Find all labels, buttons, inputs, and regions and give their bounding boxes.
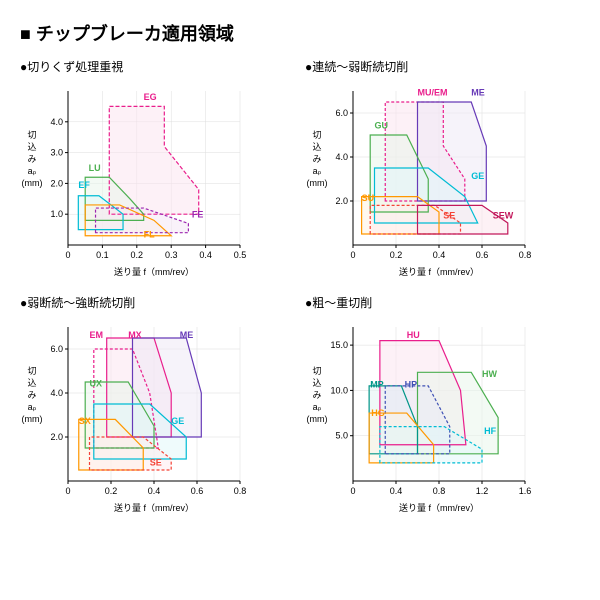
xtick-label: 0: [65, 486, 70, 496]
charts-grid: ●切りくず処理重視 EG LU EF FL FE 0 0.1 0.2 0.3 0.4 0.5 1.0 2.…: [20, 58, 580, 520]
ylabel-line: 切: [312, 130, 321, 140]
xtick-label: 0: [350, 486, 355, 496]
xtick-label: 0.6: [476, 250, 489, 260]
xtick-label: 0.4: [390, 486, 403, 496]
ytick-label: 2.0: [50, 432, 63, 442]
region-label-FE: FE: [192, 209, 204, 219]
xtick-label: 0.3: [165, 250, 178, 260]
region-label-EF: EF: [78, 180, 90, 190]
xtick-label: 0.4: [148, 486, 161, 496]
ytick-label: 4.0: [50, 117, 63, 127]
ylabel-line: み: [27, 154, 36, 164]
ylabel-line: aₚ: [28, 166, 37, 176]
region-label-HF: HF: [484, 426, 496, 436]
region-label-FL: FL: [144, 229, 155, 239]
ytick-label: 4.0: [335, 152, 348, 162]
ytick-label: 2.0: [50, 178, 63, 188]
region-label-SE: SE: [443, 211, 455, 221]
region-label-SU: SU: [362, 193, 375, 203]
xtick-label: 0.8: [433, 486, 446, 496]
region-label-SEW: SEW: [493, 211, 514, 221]
xtick-label: 0.1: [96, 250, 109, 260]
chart-1: ●連続～弱断続切削 MU/EM ME GU GE SU SE SEW 0 0.2 0.4 0.6 0.8…: [305, 58, 580, 284]
region-label-MU/EM: MU/EM: [418, 87, 448, 97]
region-label-GE: GE: [171, 416, 184, 426]
region-label-ME: ME: [180, 330, 194, 340]
region-label-HW: HW: [482, 369, 497, 379]
xtick-label: 0.2: [131, 250, 144, 260]
ytick-label: 10.0: [330, 385, 348, 395]
ylabel-line: 込: [27, 378, 36, 388]
region-label-EM: EM: [90, 330, 104, 340]
xtick-label: 0.2: [105, 486, 118, 496]
region-label-MP: MP: [370, 380, 384, 390]
ylabel-line: み: [312, 154, 321, 164]
xtick-label: 0.4: [433, 250, 446, 260]
chart-title: ●弱断続～強断続切削: [20, 294, 295, 311]
ytick-label: 1.0: [50, 209, 63, 219]
ylabel-line: aₚ: [313, 402, 322, 412]
ylabel-line: 切: [312, 366, 321, 376]
ylabel-line: (mm): [22, 178, 43, 188]
chart-svg: MU/EM ME GU GE SU SE SEW 0 0.2 0.4 0.6 0.8 2.0 4.0 6.0…: [305, 79, 535, 279]
region-label-EG: EG: [144, 92, 157, 102]
xtick-label: 0.8: [519, 250, 532, 260]
ylabel-line: aₚ: [313, 166, 322, 176]
xlabel: 送り量 f（mm/rev）: [399, 502, 479, 513]
region-label-ME: ME: [471, 87, 485, 97]
xtick-label: 1.6: [519, 486, 532, 496]
region-label-LU: LU: [89, 163, 101, 173]
region-label-HU: HU: [407, 330, 420, 340]
region-label-SE: SE: [150, 458, 162, 468]
chart-title: ●切りくず処理重視: [20, 58, 295, 75]
region-label-GU: GU: [375, 120, 389, 130]
ylabel-line: 切: [27, 366, 36, 376]
xtick-label: 0.6: [191, 486, 204, 496]
chart-svg: EM MX ME UX GE SX SE 0 0.2 0.4 0.6 0.8 2.0 4.0 6.0 送り量 …: [20, 315, 250, 515]
xlabel: 送り量 f（mm/rev）: [114, 266, 194, 277]
chart-title: ●連続～弱断続切削: [305, 58, 580, 75]
ylabel-line: 込: [27, 142, 36, 152]
ylabel-line: み: [27, 390, 36, 400]
xtick-label: 0: [65, 250, 70, 260]
xlabel: 送り量 f（mm/rev）: [114, 502, 194, 513]
ylabel-line: (mm): [307, 414, 328, 424]
chart-svg: HU HW MP HP HG HF 0 0.4 0.8 1.2 1.6 5.0 10.0 15.0 送り量 …: [305, 315, 535, 515]
ytick-label: 5.0: [335, 431, 348, 441]
ylabel-line: 込: [312, 378, 321, 388]
ylabel-line: (mm): [22, 414, 43, 424]
ytick-label: 15.0: [330, 340, 348, 350]
ytick-label: 2.0: [335, 196, 348, 206]
ytick-label: 3.0: [50, 148, 63, 158]
ylabel-line: 切: [27, 130, 36, 140]
ylabel-line: aₚ: [28, 402, 37, 412]
region-label-GE: GE: [471, 171, 484, 181]
xtick-label: 0.4: [199, 250, 212, 260]
region-label-UX: UX: [90, 378, 103, 388]
chart-0: ●切りくず処理重視 EG LU EF FL FE 0 0.1 0.2 0.3 0.4 0.5 1.0 2.…: [20, 58, 295, 284]
region-label-SX: SX: [79, 416, 91, 426]
xlabel: 送り量 f（mm/rev）: [399, 266, 479, 277]
ylabel-line: 込: [312, 142, 321, 152]
xtick-label: 1.2: [476, 486, 489, 496]
ylabel-line: (mm): [307, 178, 328, 188]
ylabel-line: み: [312, 390, 321, 400]
main-title: ■ チップブレーカ適用領域: [20, 20, 580, 46]
region-label-HG: HG: [371, 408, 385, 418]
xtick-label: 0.8: [234, 486, 247, 496]
ytick-label: 4.0: [50, 388, 63, 398]
ytick-label: 6.0: [335, 108, 348, 118]
chart-2: ●弱断続～強断続切削 EM MX ME UX GE SX SE 0 0.2 0.4 0.6 0.8 2.0…: [20, 294, 295, 520]
ytick-label: 6.0: [50, 344, 63, 354]
chart-3: ●粗～重切削 HU HW MP HP HG HF 0 0.4 0.8 1.2 1.6 5.0 10.0 15…: [305, 294, 580, 520]
xtick-label: 0.5: [234, 250, 247, 260]
chart-title: ●粗～重切削: [305, 294, 580, 311]
xtick-label: 0.2: [390, 250, 403, 260]
xtick-label: 0: [350, 250, 355, 260]
region-label-MX: MX: [128, 330, 142, 340]
chart-svg: EG LU EF FL FE 0 0.1 0.2 0.3 0.4 0.5 1.0 2.0 3.0 4.0 送り…: [20, 79, 250, 279]
region-label-HP: HP: [405, 380, 418, 390]
